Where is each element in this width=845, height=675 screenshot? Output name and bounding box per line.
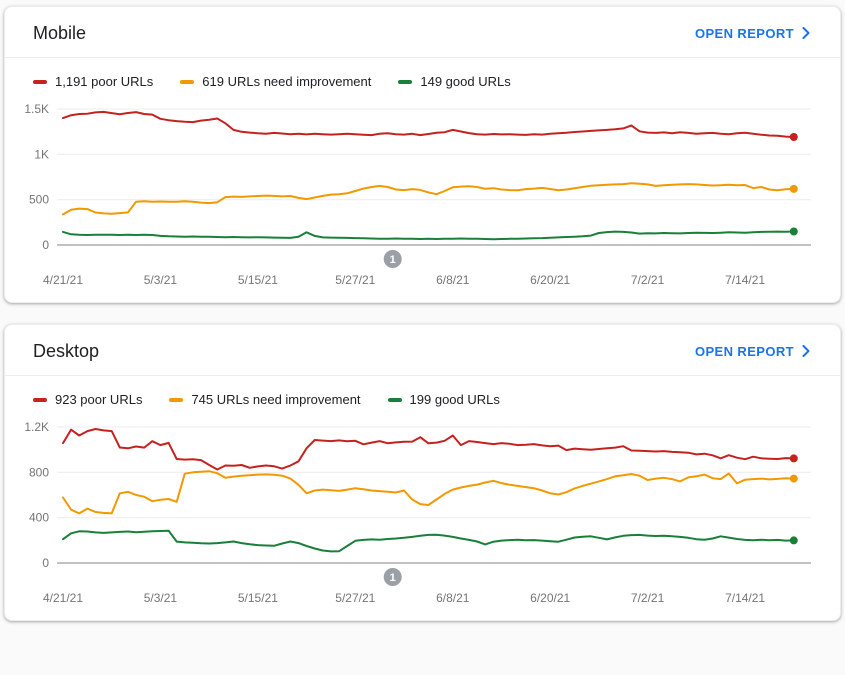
x-tick-label: 7/14/21 — [725, 273, 765, 287]
x-tick-label: 5/27/21 — [335, 591, 375, 605]
x-tick-label: 5/3/21 — [144, 591, 178, 605]
x-tick-label: 5/27/21 — [335, 273, 375, 287]
x-tick-label: 5/15/21 — [238, 273, 278, 287]
legend-label-poor: 1,191 poor URLs — [55, 74, 154, 89]
legend-item-poor: 1,191 poor URLs — [33, 74, 153, 90]
poor-line — [62, 110, 795, 138]
y-tick-label: 1.5K — [24, 102, 49, 116]
y-tick-label: 500 — [29, 193, 49, 207]
mobile-card: Mobile OPEN REPORT 1,191 poor URLs 619 U… — [4, 6, 841, 303]
y-tick-label: 800 — [29, 465, 49, 479]
legend-swatch-poor — [33, 398, 47, 402]
legend-desktop: 923 poor URLs 745 URLs need improvement … — [5, 376, 840, 410]
needs-improvement-line — [62, 182, 795, 216]
legend-label-poor: 923 poor URLs — [55, 392, 143, 407]
needs-improvement-end-dot — [789, 474, 798, 483]
legend-label-good: 149 good URLs — [420, 74, 511, 89]
good-line — [62, 230, 795, 241]
legend-swatch-good — [387, 398, 402, 402]
y-tick-label: 400 — [29, 511, 49, 525]
good-line — [62, 529, 795, 553]
legend-label-good: 199 good URLs — [409, 392, 500, 407]
poor-end-dot — [789, 133, 798, 141]
mobile-chart[interactable]: 0 500 1K 1.5K 4/21/21 5/3/21 5/15/21 5/27/21 6/8… — [5, 96, 840, 302]
desktop-chart[interactable]: 0 400 800 1.2K 4/21/21 5/3/21 5/15/21 5/27/21 6/… — [5, 414, 840, 620]
legend-swatch-needs-improvement — [169, 398, 184, 402]
x-tick-label: 6/20/21 — [530, 591, 570, 605]
annotation-marker[interactable]: 1 — [383, 568, 402, 586]
x-tick-label: 7/2/21 — [631, 273, 665, 287]
legend-item-poor: 923 poor URLs — [33, 392, 142, 408]
legend-item-needs-improvement: 619 URLs need improvement — [180, 74, 371, 90]
y-tick-label: 0 — [42, 238, 49, 252]
x-tick-label: 5/3/21 — [144, 273, 178, 287]
x-tick-label: 6/8/21 — [436, 591, 470, 605]
card-title-mobile: Mobile — [33, 23, 87, 43]
legend-item-good: 149 good URLs — [398, 74, 511, 90]
chevron-right-icon — [802, 27, 810, 39]
good-end-dot — [789, 536, 798, 545]
x-tick-label: 6/20/21 — [530, 273, 570, 287]
open-report-label: OPEN REPORT — [694, 25, 794, 41]
chart-svg[interactable]: 0 400 800 1.2K 4/21/21 5/3/21 5/15/21 5/27/21 6/… — [5, 414, 840, 620]
y-tick-label: 1.2K — [24, 420, 49, 434]
svg-text:1: 1 — [390, 254, 396, 266]
legend-item-needs-improvement: 745 URLs need improvement — [169, 392, 361, 408]
x-tick-label: 7/14/21 — [725, 591, 765, 605]
good-end-dot — [789, 227, 798, 236]
legend-mobile: 1,191 poor URLs 619 URLs need improvemen… — [5, 58, 840, 92]
header-divider — [5, 57, 840, 58]
open-report-label: OPEN REPORT — [694, 343, 794, 359]
poor-end-dot — [789, 454, 798, 463]
legend-swatch-poor — [33, 80, 47, 84]
chart-svg[interactable]: 0 500 1K 1.5K 4/21/21 5/3/21 5/15/21 5/27/21 6/8… — [5, 96, 840, 302]
y-tick-label: 0 — [42, 556, 49, 570]
x-tick-label: 6/8/21 — [436, 273, 470, 287]
x-tick-label: 5/15/21 — [238, 591, 278, 605]
needs-improvement-end-dot — [789, 184, 798, 193]
poor-line — [62, 428, 795, 471]
mobile-card-header: Mobile OPEN REPORT — [5, 7, 840, 57]
x-tick-label: 4/21/21 — [43, 273, 83, 287]
legend-item-good: 199 good URLs — [387, 392, 500, 408]
open-report-link-desktop[interactable]: OPEN REPORT — [695, 344, 810, 359]
chevron-right-icon — [802, 345, 810, 357]
svg-text:1: 1 — [390, 572, 396, 584]
legend-label-needs-improvement: 619 URLs need improvement — [202, 74, 372, 89]
x-tick-label: 4/21/21 — [43, 591, 83, 605]
header-divider — [5, 375, 840, 376]
desktop-card: Desktop OPEN REPORT 923 poor URLs 745 UR… — [4, 324, 841, 621]
legend-label-needs-improvement: 745 URLs need improvement — [191, 392, 361, 407]
needs-improvement-line — [62, 470, 795, 515]
y-tick-label: 1K — [34, 147, 49, 161]
open-report-link-mobile[interactable]: OPEN REPORT — [695, 26, 810, 41]
legend-swatch-good — [398, 80, 413, 84]
legend-swatch-needs-improvement — [180, 80, 195, 84]
x-tick-label: 7/2/21 — [631, 591, 665, 605]
card-title-desktop: Desktop — [33, 341, 100, 361]
desktop-card-header: Desktop OPEN REPORT — [5, 325, 840, 375]
annotation-marker[interactable]: 1 — [383, 250, 402, 268]
